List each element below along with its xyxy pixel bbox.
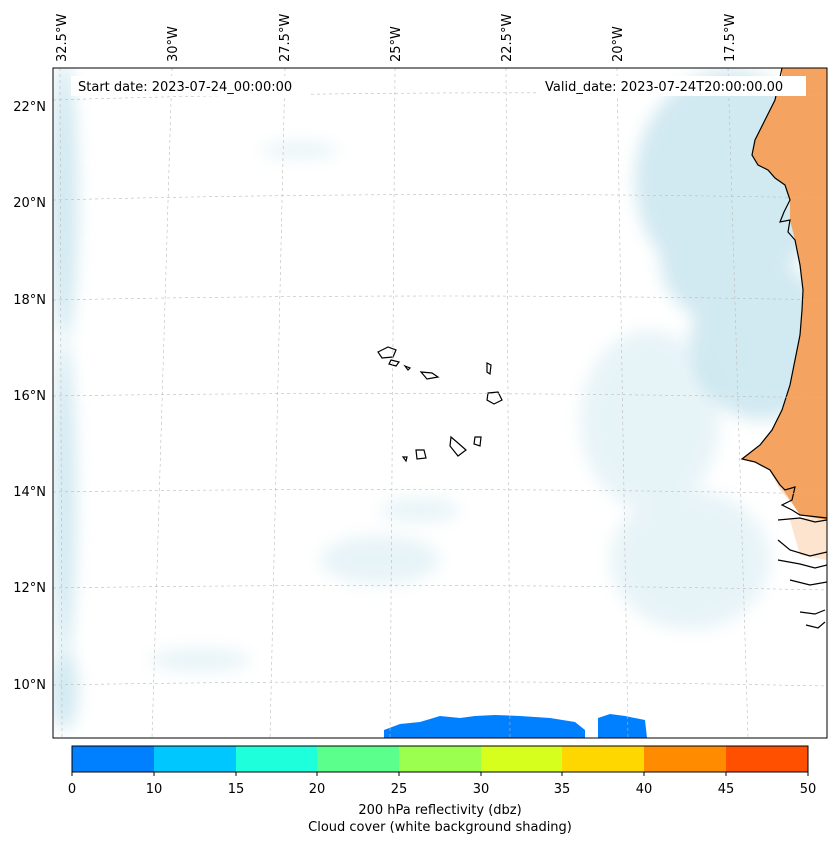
colorbar-swatch [562, 746, 644, 772]
colorbar-tick-label: 10 [146, 782, 163, 797]
lat-label: 22°N [13, 100, 46, 115]
lat-label: 10°N [13, 678, 46, 693]
colorbar-swatch [236, 746, 317, 772]
colorbar-swatch [644, 746, 726, 772]
lon-label: 27.5°W [278, 14, 293, 62]
plot-frame [52, 67, 828, 739]
colorbar-swatch [154, 746, 236, 772]
lat-label: 20°N [13, 196, 46, 211]
colorbar-tick-label: 25 [391, 782, 408, 797]
africa-coastline [740, 68, 827, 519]
colorbar-frame [71, 745, 809, 773]
colorbar-tick-label: 35 [554, 782, 571, 797]
colorbar-tick-label: 15 [228, 782, 245, 797]
start-date-box [71, 76, 311, 96]
colorbar: 0 10 15 20 25 30 35 40 45 50 200 hPa ref… [68, 745, 817, 835]
longitude-labels: 32.5°W 30°W 27.5°W 25°W 22.5°W 20°W 17.5… [55, 14, 738, 62]
valid-date-label: Valid_date: 2023-07-24T20:00:00.00 [545, 80, 783, 95]
cape-verde-islands [377, 346, 503, 463]
colorbar-swatch [726, 746, 808, 772]
colorbar-swatch [317, 746, 399, 772]
colorbar-tick-label: 0 [68, 782, 76, 797]
colorbar-tick-label: 30 [473, 782, 490, 797]
lon-label: 17.5°W [723, 14, 738, 62]
lat-label: 18°N [13, 293, 46, 308]
lat-label: 12°N [13, 581, 46, 596]
lon-label: 22.5°W [500, 14, 515, 62]
colorbar-subtitle: Cloud cover (white background shading) [308, 820, 572, 835]
cloud-cover-faint [150, 142, 770, 672]
lon-label: 20°W [611, 26, 626, 62]
start-date-label: Start date: 2023-07-24_00:00:00 [78, 80, 292, 95]
valid-date-box [538, 76, 806, 96]
colorbar-swatch [399, 746, 481, 772]
lat-label: 16°N [13, 389, 46, 404]
reflectivity-echo [384, 714, 647, 738]
colorbar-tick-label: 50 [800, 782, 817, 797]
colorbar-tick-label: 40 [636, 782, 653, 797]
lon-label: 30°W [166, 26, 181, 62]
lat-label: 14°N [13, 485, 46, 500]
africa-land [742, 68, 827, 520]
colorbar-tick-label: 20 [309, 782, 326, 797]
gridlines [53, 68, 827, 738]
latitude-labels: 22°N 20°N 18°N 16°N 14°N 12°N 10°N [13, 100, 46, 693]
colorbar-tick-label: 45 [718, 782, 735, 797]
lon-label: 25°W [389, 26, 404, 62]
map-content [53, 68, 827, 738]
colorbar-title: 200 hPa reflectivity (dbz) [358, 803, 521, 818]
colorbar-swatch [481, 746, 562, 772]
colorbar-swatch [72, 746, 154, 772]
lon-label: 32.5°W [55, 14, 70, 62]
